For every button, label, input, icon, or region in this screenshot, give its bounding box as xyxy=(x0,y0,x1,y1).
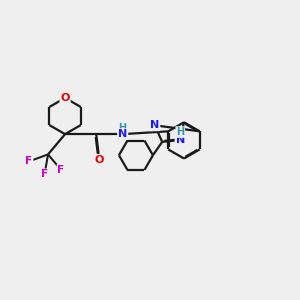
Text: O: O xyxy=(94,155,104,165)
Text: N: N xyxy=(176,135,185,145)
Text: F: F xyxy=(41,169,48,179)
Text: N: N xyxy=(150,120,159,130)
Text: H: H xyxy=(176,127,184,137)
Text: N: N xyxy=(118,129,127,139)
Text: H: H xyxy=(118,124,127,134)
Text: F: F xyxy=(26,156,33,166)
Text: O: O xyxy=(60,93,70,103)
Text: F: F xyxy=(58,165,64,175)
